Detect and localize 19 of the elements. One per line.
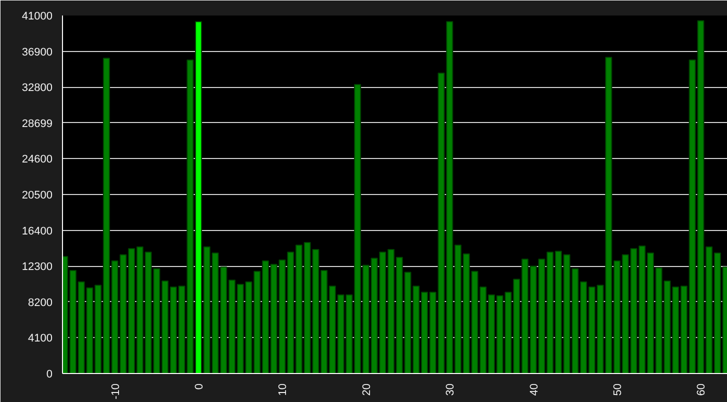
x-tick-label: 20 xyxy=(360,383,373,396)
x-tick-label: 40 xyxy=(528,383,540,396)
x-tick-label: 30 xyxy=(444,383,457,396)
y-tick-label: 28699 xyxy=(22,118,53,130)
x-tick-label: 60 xyxy=(696,383,708,396)
x-tick-label: 0 xyxy=(194,383,206,390)
y-tick-label: 24600 xyxy=(22,154,53,166)
y-tick-label: 0 xyxy=(46,368,53,380)
y-tick-label: 41000 xyxy=(22,10,53,22)
y-tick-label: 20500 xyxy=(22,190,53,202)
x-tick-label: -10 xyxy=(110,383,122,400)
y-tick-label: 8200 xyxy=(28,296,53,309)
y-tick-label: 32800 xyxy=(22,82,53,94)
x-tick-label: 10 xyxy=(277,383,290,396)
y-tick-label: 16400 xyxy=(22,225,53,238)
y-tick-label: 12300 xyxy=(22,261,53,274)
y-tick-label: 4100 xyxy=(28,332,53,345)
x-tick-label: 50 xyxy=(612,383,624,396)
y-tick-label: 36900 xyxy=(22,46,53,58)
